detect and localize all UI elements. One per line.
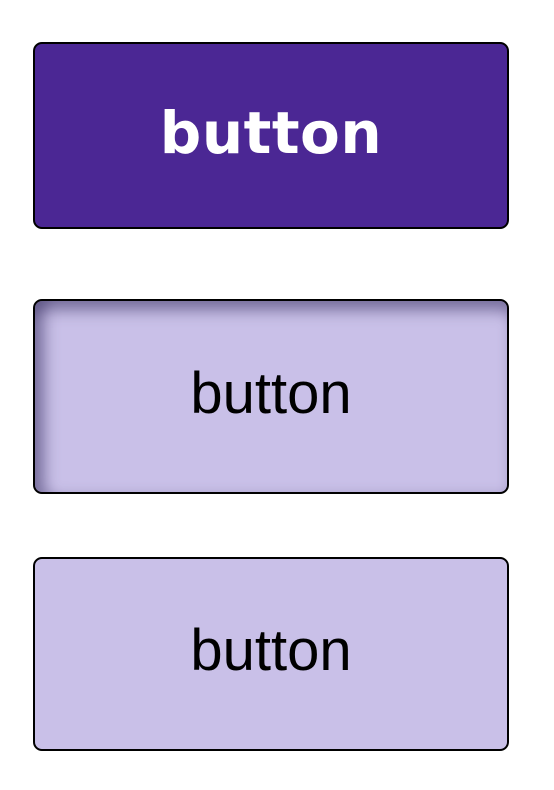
secondary-button[interactable]: button [33, 557, 509, 751]
pressed-button-label: button [190, 365, 351, 429]
primary-button[interactable]: button [33, 42, 509, 229]
primary-button-label: button [160, 104, 382, 168]
secondary-button-label: button [190, 622, 351, 686]
pressed-button[interactable]: button [33, 299, 509, 494]
